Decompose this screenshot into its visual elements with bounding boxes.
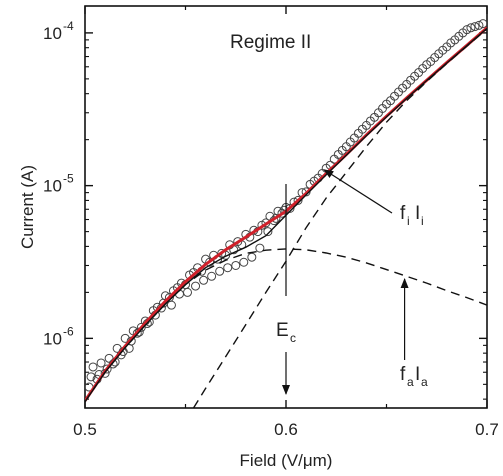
data-point (183, 287, 193, 297)
fi-label-f: f (400, 203, 406, 224)
data-point (263, 227, 273, 237)
x-tick-label: 0.6 (274, 420, 298, 439)
data-point (199, 275, 209, 285)
y-tick-label: 10 (43, 329, 62, 348)
y-tick-exponent: -4 (63, 19, 74, 33)
regime-label: Regime II (230, 32, 311, 53)
ec-label: E (276, 320, 289, 341)
y-tick-exponent: -5 (63, 172, 74, 186)
data-point (470, 22, 480, 32)
data-point (191, 281, 201, 291)
data-point (166, 300, 176, 310)
x-tick-labels: 0.5 0.6 0.7 (73, 420, 499, 439)
data-point (271, 213, 281, 223)
y-axis-label: Current (A) (18, 165, 37, 249)
fa-label-i-subscript: a (421, 375, 428, 389)
fi-arrow (323, 169, 393, 214)
data-point (102, 364, 112, 374)
data-point (86, 372, 96, 382)
data-point (223, 263, 233, 273)
y-tick-label: 10 (43, 177, 62, 196)
data-point (462, 25, 472, 35)
data-point (255, 243, 265, 253)
data-point (474, 20, 484, 30)
x-tick-label: 0.7 (475, 420, 499, 439)
fi-label-f-subscript: i (407, 214, 410, 228)
data-point (478, 19, 487, 29)
data-point (205, 257, 215, 267)
data-point (293, 195, 303, 205)
data-point (215, 266, 225, 276)
data-point (120, 333, 130, 343)
data-point (207, 271, 217, 281)
fa-label-f-subscript: a (407, 375, 414, 389)
data-point (88, 362, 98, 372)
data-point (231, 260, 241, 270)
fi-label-i: I (415, 203, 420, 224)
y-tick-exponent: -6 (63, 324, 74, 338)
x-tick-label: 0.5 (73, 420, 97, 439)
data-point (96, 358, 106, 368)
y-tick-label: 10 (43, 24, 62, 43)
data-point (239, 257, 249, 267)
axis-ticks (84, 6, 488, 408)
data-point (247, 252, 257, 262)
ec-label-subscript: c (290, 331, 296, 345)
fi-label-i-subscript: i (421, 214, 424, 228)
data-point (217, 248, 227, 258)
fa-label-i: I (415, 364, 420, 385)
data-point (466, 23, 476, 33)
y-tick-labels: 10-610-510-4 (43, 19, 74, 348)
x-axis-label: Field (V/μm) (240, 451, 333, 470)
dashed-model-line (192, 28, 487, 408)
fa-label-f: f (400, 364, 406, 385)
